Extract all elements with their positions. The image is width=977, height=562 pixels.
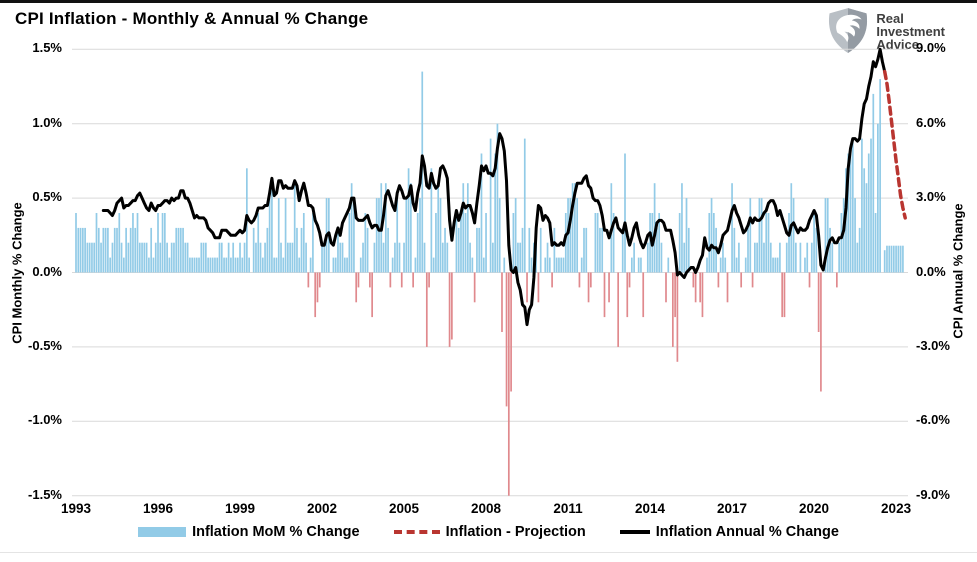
y-left-tick-label: 0.5% xyxy=(32,189,62,205)
x-axis-tick-label: 2014 xyxy=(635,501,666,516)
y-left-tick-label: 1.0% xyxy=(32,114,62,130)
y-right-tick-label: -6.0% xyxy=(916,412,950,428)
chart-canvas xyxy=(72,47,908,497)
brand-line-3: Advice xyxy=(876,36,919,52)
x-axis-tick-label: 2020 xyxy=(799,501,830,516)
mom-bar-swatch-icon xyxy=(138,527,187,537)
x-axis-tick-label: 2011 xyxy=(553,501,583,516)
legend-item-annual: Inflation Annual % Change xyxy=(619,524,839,540)
brand-name: Real Investment Advice xyxy=(876,12,945,51)
annual-line-swatch-icon xyxy=(619,530,650,534)
y-right-tick-label: 6.0% xyxy=(916,114,946,130)
y-right-tick-label: 9.0% xyxy=(916,40,946,56)
chart-title: CPI Inflation - Monthly & Annual % Chang… xyxy=(15,9,369,28)
y-left-tick-label: -0.5% xyxy=(28,337,62,353)
legend-label-annual: Inflation Annual % Change xyxy=(655,524,839,540)
x-axis-tick-label: 2005 xyxy=(389,501,420,516)
projection-dash-swatch-icon xyxy=(393,530,440,534)
bottom-divider xyxy=(0,552,977,553)
legend-item-mom: Inflation MoM % Change xyxy=(138,524,360,540)
brand-line-2: Investment xyxy=(876,23,945,39)
x-axis-tick-label: 2017 xyxy=(717,501,748,516)
brand-logo: Real Investment Advice xyxy=(826,7,945,55)
y-right-tick-label: 0.0% xyxy=(916,263,946,279)
chart-legend: Inflation MoM % Change Inflation - Proje… xyxy=(0,524,977,540)
brand-line-1: Real xyxy=(876,10,904,26)
y-right-tick-label: -3.0% xyxy=(916,337,950,353)
x-axis-tick-label: 2023 xyxy=(881,501,912,516)
legend-item-projection: Inflation - Projection xyxy=(393,524,586,540)
x-axis-tick-label: 1999 xyxy=(224,501,256,516)
y-right-tick-label: 3.0% xyxy=(916,189,946,205)
y-left-tick-label: -1.0% xyxy=(28,412,62,428)
x-axis-tick-label: 1996 xyxy=(142,501,174,516)
x-axis-tick-label: 2008 xyxy=(471,501,502,516)
eagle-shield-icon xyxy=(829,8,868,54)
y-right-tick-label: -9.0% xyxy=(916,486,950,502)
x-axis-tick-label: 2002 xyxy=(306,501,338,516)
legend-label-mom: Inflation MoM % Change xyxy=(192,524,360,540)
legend-label-projection: Inflation - Projection xyxy=(445,524,586,540)
x-axis-tick-label: 1993 xyxy=(60,501,92,516)
y-left-tick-label: -1.5% xyxy=(28,486,62,502)
y-left-tick-label: 1.5% xyxy=(32,40,62,56)
y-left-tick-label: 0.0% xyxy=(32,263,62,279)
